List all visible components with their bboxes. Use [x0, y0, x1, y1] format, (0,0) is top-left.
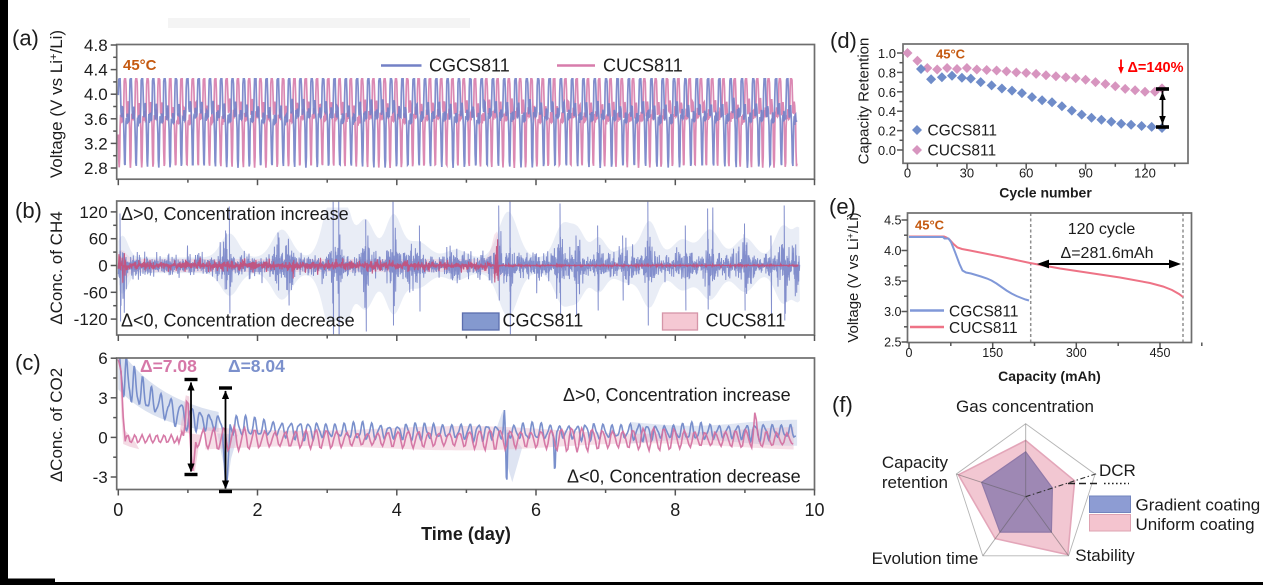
svg-text:Capacity (mAh): Capacity (mAh) — [998, 368, 1101, 384]
svg-text:(e): (e) — [829, 194, 856, 219]
svg-text:0.8: 0.8 — [878, 65, 896, 80]
svg-text:CUCS811: CUCS811 — [603, 56, 683, 76]
svg-text:3.5: 3.5 — [884, 275, 901, 289]
svg-text:(d): (d) — [830, 28, 857, 53]
svg-text:3.0: 3.0 — [884, 305, 901, 319]
svg-text:Uniform coating: Uniform coating — [1136, 515, 1255, 534]
svg-text:0: 0 — [906, 346, 913, 360]
svg-text:60: 60 — [1019, 166, 1033, 181]
svg-text:Evolution time: Evolution time — [872, 549, 979, 568]
svg-text:120 cycle: 120 cycle — [1068, 221, 1136, 238]
svg-text:CUCS811: CUCS811 — [949, 320, 1018, 337]
svg-text:45°C: 45°C — [936, 47, 966, 62]
svg-text:300: 300 — [1066, 346, 1087, 360]
svg-text:1.0: 1.0 — [878, 46, 896, 61]
svg-text:CGCS811: CGCS811 — [429, 56, 510, 76]
svg-text:8: 8 — [670, 500, 680, 520]
svg-text:(c): (c) — [15, 350, 41, 375]
svg-text:10: 10 — [804, 500, 824, 520]
svg-text:3.2: 3.2 — [84, 134, 108, 153]
svg-text:Δ<0, Concentration decrease: Δ<0, Concentration decrease — [567, 467, 801, 487]
svg-text:Δ=140%: Δ=140% — [1128, 60, 1184, 76]
svg-text:Δ=281.6mAh: Δ=281.6mAh — [1061, 245, 1154, 262]
svg-text:6: 6 — [98, 349, 107, 368]
svg-text:Δ>0, Concentration increase: Δ>0, Concentration increase — [121, 204, 349, 224]
svg-text:ΔConc. of CH4: ΔConc. of CH4 — [47, 211, 66, 324]
svg-text:Gas concentration: Gas concentration — [956, 397, 1094, 416]
svg-text:4.4: 4.4 — [84, 61, 108, 80]
svg-text:CGCS811: CGCS811 — [503, 311, 584, 331]
svg-text:60: 60 — [89, 230, 108, 249]
svg-text:Stability: Stability — [1075, 546, 1135, 565]
svg-text:Δ<0, Concentration decrease: Δ<0, Concentration decrease — [121, 311, 355, 331]
svg-text:Gradient coating: Gradient coating — [1136, 496, 1261, 515]
svg-text:0: 0 — [98, 428, 107, 447]
svg-text:Capacity: Capacity — [882, 453, 949, 472]
svg-text:(f): (f) — [832, 392, 853, 417]
svg-text:45°C: 45°C — [915, 218, 945, 233]
svg-text:90: 90 — [1078, 166, 1092, 181]
svg-text:0.2: 0.2 — [878, 124, 896, 139]
svg-text:CUCS811: CUCS811 — [928, 143, 997, 160]
svg-text:CUCS811: CUCS811 — [706, 311, 786, 331]
svg-text:(b): (b) — [15, 198, 42, 223]
svg-text:Voltage (V vs Li+/Li): Voltage (V vs Li+/Li) — [47, 30, 66, 178]
svg-text:4.0: 4.0 — [84, 85, 108, 104]
svg-text:-60: -60 — [83, 283, 108, 302]
svg-text:0.4: 0.4 — [878, 104, 896, 119]
svg-text:120: 120 — [79, 203, 107, 222]
svg-text:45°C: 45°C — [123, 57, 157, 74]
svg-text:DCR: DCR — [1099, 461, 1136, 480]
svg-text:2: 2 — [252, 500, 262, 520]
svg-text:CGCS811: CGCS811 — [949, 304, 1019, 321]
svg-text:Time (day): Time (day) — [421, 524, 511, 544]
svg-text:Δ=8.04: Δ=8.04 — [228, 356, 285, 376]
svg-text:4.5: 4.5 — [884, 214, 901, 228]
svg-text:-120: -120 — [74, 310, 108, 329]
svg-text:150: 150 — [982, 346, 1003, 360]
svg-text:0.0: 0.0 — [878, 143, 896, 158]
svg-text:2.5: 2.5 — [884, 336, 901, 350]
svg-text:4: 4 — [392, 500, 402, 520]
svg-text:450: 450 — [1150, 346, 1171, 360]
svg-text:3: 3 — [98, 389, 107, 408]
svg-text:Δ>0, Concentration increase: Δ>0, Concentration increase — [563, 385, 791, 405]
svg-text:retention: retention — [882, 473, 948, 492]
svg-text:3.6: 3.6 — [84, 110, 108, 129]
svg-text:0: 0 — [904, 166, 911, 181]
svg-text:ΔConc. of CO2: ΔConc. of CO2 — [47, 368, 66, 482]
svg-text:Δ=7.08: Δ=7.08 — [140, 356, 197, 376]
svg-text:Cycle number: Cycle number — [999, 185, 1092, 201]
svg-text:0: 0 — [113, 500, 123, 520]
svg-text:0: 0 — [98, 257, 107, 276]
svg-text:CGCS811: CGCS811 — [928, 123, 998, 140]
svg-text:4.0: 4.0 — [884, 244, 901, 258]
svg-text:30: 30 — [960, 166, 974, 181]
svg-text:Capacity Retention: Capacity Retention — [856, 38, 873, 165]
svg-text:-3: -3 — [93, 468, 108, 487]
svg-text:(a): (a) — [12, 26, 39, 51]
svg-text:6: 6 — [531, 500, 541, 520]
svg-text:2.8: 2.8 — [84, 159, 108, 178]
svg-text:120: 120 — [1134, 166, 1156, 181]
svg-text:Voltage (V vs Li+/Li): Voltage (V vs Li+/Li) — [845, 212, 862, 342]
svg-text:4.8: 4.8 — [84, 36, 108, 55]
svg-text:0.6: 0.6 — [878, 85, 896, 100]
